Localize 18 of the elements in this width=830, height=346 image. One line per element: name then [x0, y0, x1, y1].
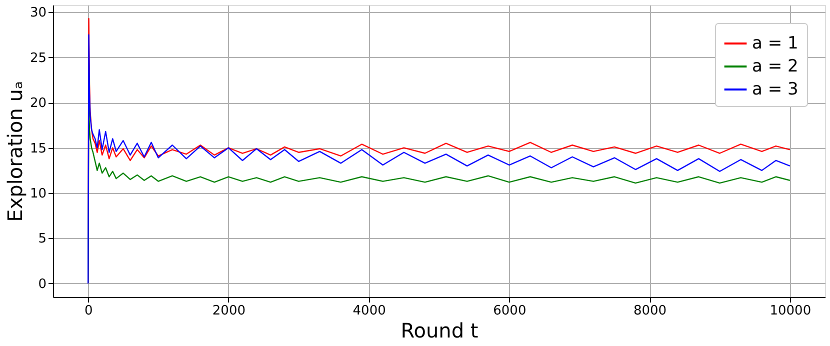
y-tick-label: 25 [30, 50, 46, 66]
y-tick-label: 30 [30, 6, 46, 21]
x-axis-title: Round t [400, 318, 478, 342]
x-tick-label: 8000 [634, 304, 667, 318]
x-tick-label: 10000 [770, 304, 812, 318]
x-tick-label: 0 [84, 304, 93, 318]
x-tick-label: 6000 [493, 304, 526, 318]
legend-label: a = 3 [752, 80, 798, 100]
y-tick-label: 10 [30, 186, 46, 202]
x-tick-label: 4000 [352, 304, 386, 318]
legend-label: a = 2 [752, 56, 798, 76]
y-axis-title: Exploration uₐ [2, 81, 27, 222]
y-tick-label: 15 [30, 141, 46, 156]
y-tick-label: 20 [30, 96, 46, 112]
y-tick-label: 0 [38, 276, 46, 292]
x-tick-label: 2000 [212, 304, 246, 318]
legend-label: a = 1 [752, 34, 798, 54]
y-tick-label: 5 [38, 232, 46, 247]
